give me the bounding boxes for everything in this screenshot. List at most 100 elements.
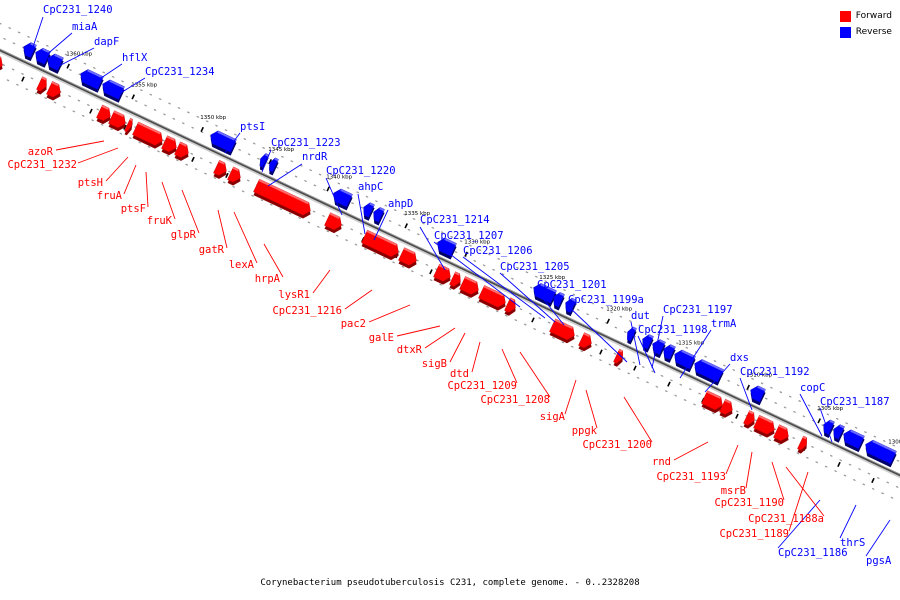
gene-highlight [483, 285, 504, 297]
gene-label: CpC231_1198 [638, 324, 708, 336]
leader-line [499, 272, 556, 323]
gene-label: ppgk [572, 425, 598, 437]
gene-label: azoR [28, 146, 54, 158]
gene-label: trmA [711, 318, 737, 330]
gene-body [549, 318, 575, 341]
gene-rg25 [843, 429, 865, 453]
gene-rg12 [437, 237, 457, 260]
leader-line [865, 519, 891, 557]
leader-line [704, 363, 731, 393]
tick-label: 1330 kbp [464, 240, 490, 246]
gene-rg26 [865, 439, 897, 468]
tick-mark [326, 186, 330, 192]
gene-label: CpC231_1206 [463, 245, 533, 257]
gene-label: CpC231_1199a [568, 294, 644, 306]
lower-tick [429, 269, 433, 275]
gene-rg7 [259, 153, 269, 171]
gene-highlight [101, 105, 109, 110]
gene-fg18 [478, 285, 506, 311]
gene-label: CpC231_1193 [656, 471, 726, 483]
genome-backbone [0, 48, 900, 479]
gene-label: CpC231_1223 [271, 137, 341, 149]
gene-highlight [758, 415, 773, 424]
gene-label: CpC231_1190 [714, 497, 784, 509]
gene-highlight [632, 326, 637, 331]
gene-fg9 [213, 159, 227, 179]
leader-line [536, 290, 565, 326]
gene-label: hflX [122, 52, 148, 64]
gene-body [823, 419, 835, 435]
gene-highlight [681, 349, 696, 359]
leader-line [462, 256, 546, 319]
gene-fg20 [549, 318, 575, 344]
tick-label: 1300 kbp [888, 440, 900, 446]
tick-mark [404, 223, 408, 229]
gene-label: CpC231_1240 [43, 4, 113, 16]
leader-line [113, 77, 146, 98]
gene-rg16 [627, 326, 637, 345]
gene-highlight [179, 141, 187, 147]
gene-rg1 [23, 42, 37, 62]
lower-tick [599, 349, 603, 355]
leader-line [145, 171, 149, 208]
gene-highlight [839, 424, 845, 429]
leader-line [433, 241, 521, 308]
gene-highlight [113, 110, 124, 117]
gene-fg16 [449, 271, 461, 290]
tick-label: 1325 kbp [539, 275, 565, 281]
gene-highlight [274, 157, 279, 162]
leader-line [233, 211, 258, 264]
backbone-shadow [0, 49, 900, 479]
gene-highlight [618, 349, 623, 353]
gene-highlight [559, 292, 565, 297]
dot-line [0, 36, 900, 463]
gene-label: CpC231_1208 [480, 394, 550, 406]
leader-line [94, 63, 123, 83]
gene-label: ptsI [240, 121, 265, 133]
gene-label: CpC231_1186 [778, 547, 848, 559]
gene-highlight [850, 429, 865, 438]
leader-line [785, 466, 825, 517]
gene-rg2 [35, 47, 51, 68]
lower-tick [837, 461, 841, 468]
leader-line [32, 16, 44, 48]
leader-line [819, 407, 833, 443]
gene-label: dapF [94, 36, 119, 48]
gene-highlight [571, 298, 577, 302]
lower-tick [21, 76, 25, 82]
gene-label: ahpD [388, 198, 413, 210]
gene-highlight [258, 179, 309, 205]
gene-fg23 [701, 390, 723, 414]
gene-features [0, 42, 897, 468]
tick-label: 1310 kbp [746, 373, 772, 379]
gene-fg25 [743, 410, 755, 429]
gene-label: ahpC [358, 181, 383, 193]
gene-label: sigB [422, 358, 447, 370]
leader-line [419, 226, 446, 271]
legend-forward: Forward [839, 8, 892, 24]
gene-rg13 [533, 283, 557, 307]
gene-highlight [129, 118, 133, 122]
reverse-label: Reverse [855, 27, 892, 37]
tick-label: 1355 kbp [131, 82, 157, 88]
legend-reverse: Reverse [839, 24, 892, 40]
tick-mark [131, 94, 135, 100]
gene-body [478, 285, 506, 308]
gene-highlight [42, 48, 51, 54]
gene-body [124, 117, 133, 133]
gene-fg21 [578, 332, 592, 352]
gene-rg17 [642, 334, 654, 353]
gene-fg4 [108, 110, 126, 132]
gene-fg2 [46, 81, 61, 101]
leader-line [725, 444, 739, 475]
gene-label: glpR [171, 229, 197, 241]
gene-highlight [540, 283, 557, 293]
tick-mark [746, 384, 750, 390]
leader-line [373, 209, 389, 241]
gene-body [663, 344, 676, 360]
gene-label: rnd [652, 456, 671, 468]
gene-rg14 [553, 292, 565, 311]
gene-rg3 [47, 53, 64, 74]
gene-highlight [802, 436, 807, 440]
